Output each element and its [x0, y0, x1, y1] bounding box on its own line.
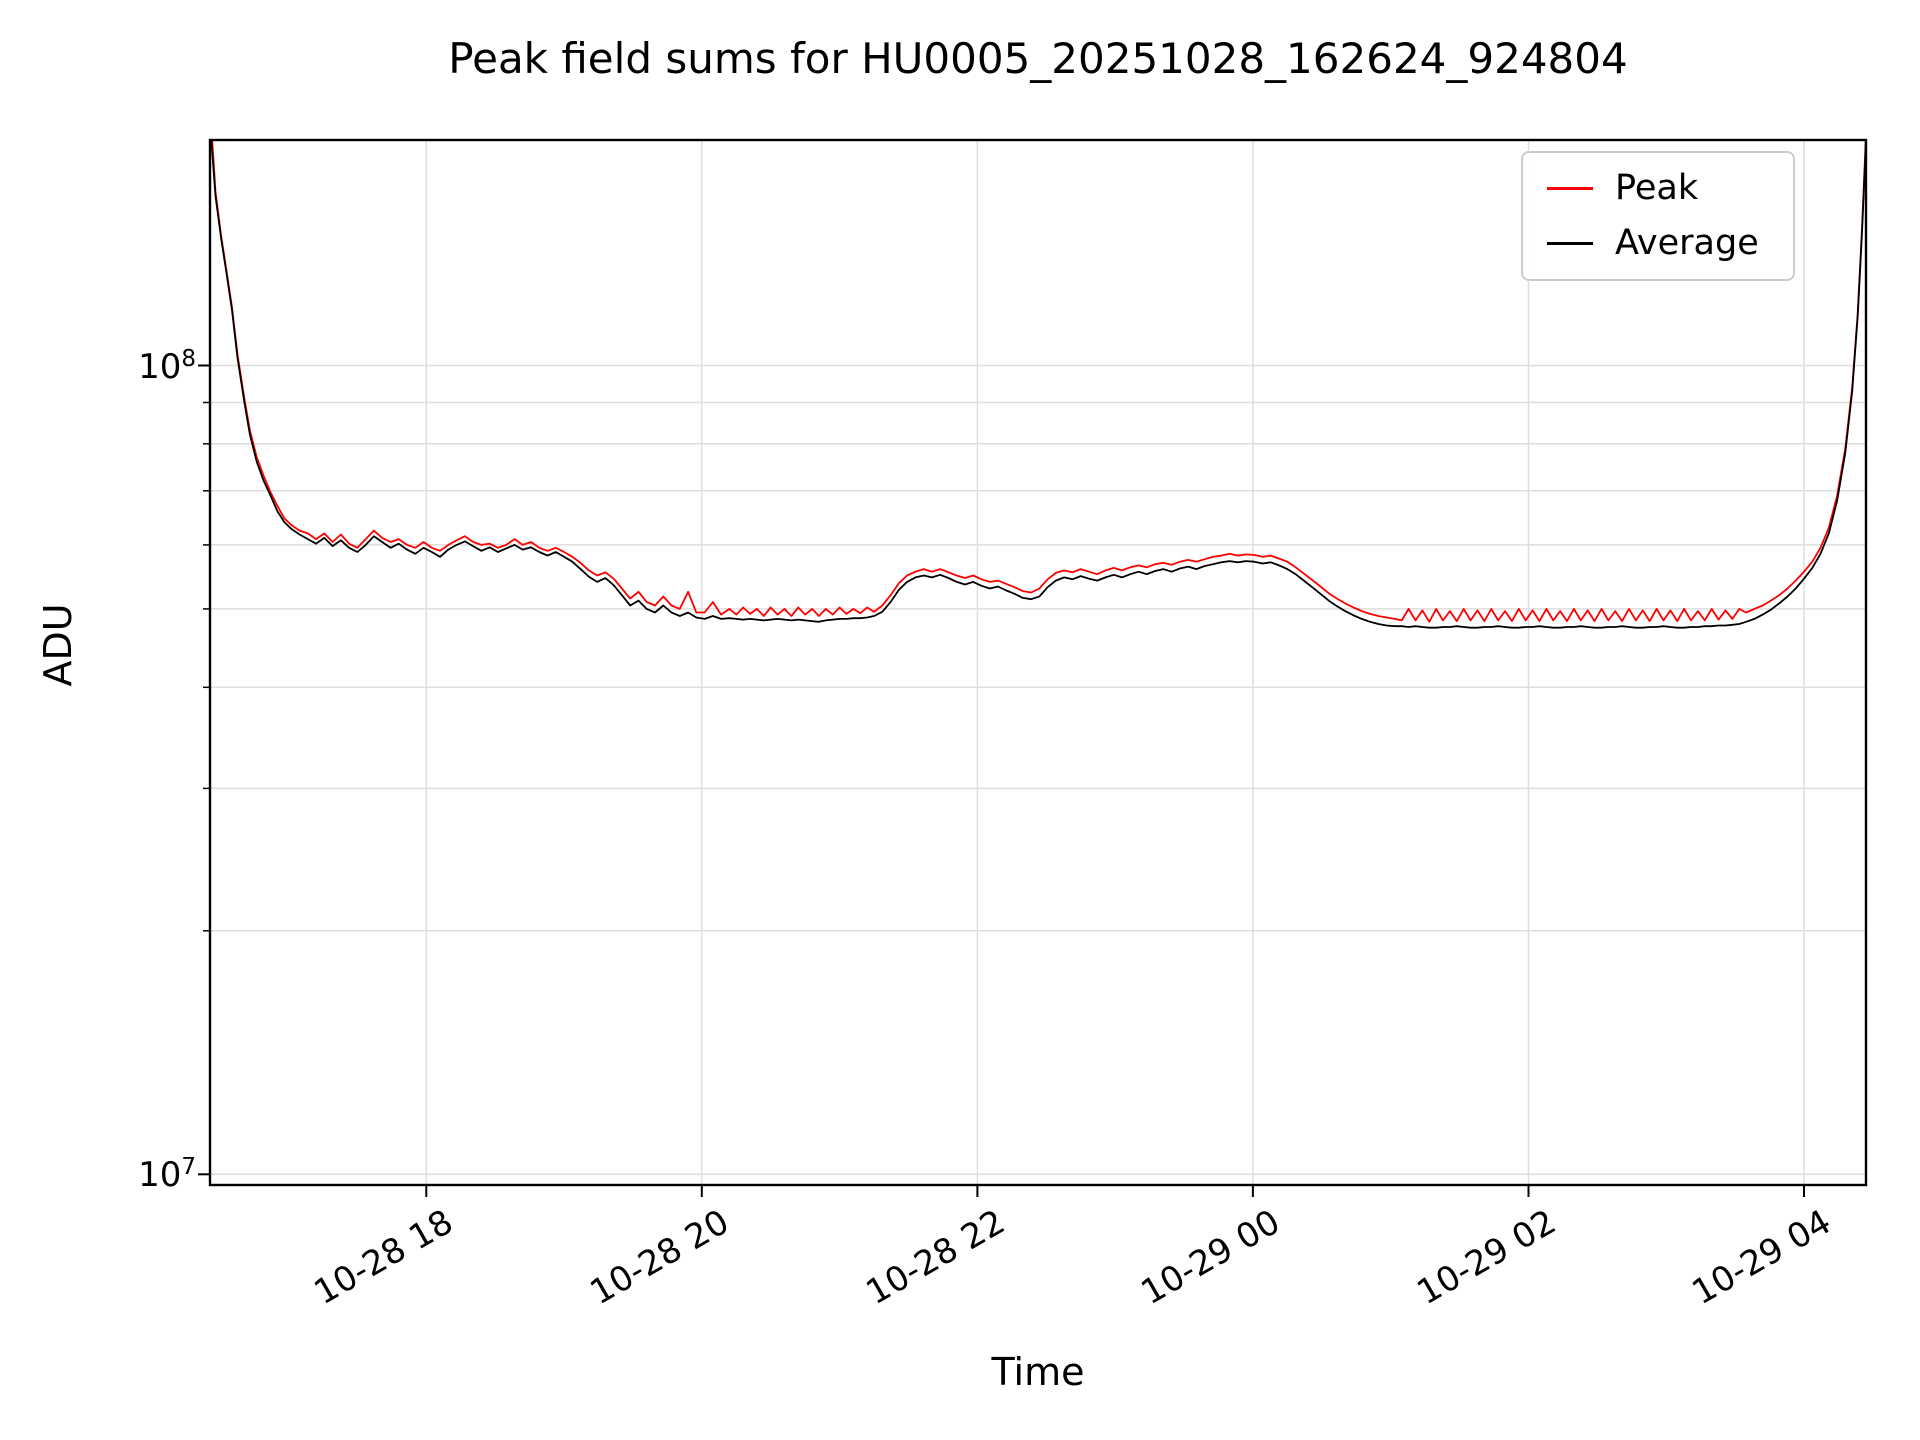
y-tick-label-1e8: 108: [138, 345, 196, 388]
chart-title: Peak field sums for HU0005_20251028_1626…: [448, 34, 1628, 83]
average-line-sample: [1547, 242, 1593, 245]
legend: Peak Average: [1521, 151, 1795, 281]
y-axis-label: ADU: [36, 603, 80, 687]
legend-label-average: Average: [1615, 223, 1759, 263]
x-axis-label: Time: [991, 1350, 1085, 1394]
peak-line-sample: [1547, 187, 1593, 190]
y-tick-exponent: 8: [181, 345, 196, 372]
legend-entry-peak: Peak: [1547, 171, 1759, 206]
legend-label-peak: Peak: [1615, 168, 1699, 208]
y-tick-base: 10: [138, 347, 182, 388]
y-tick-exponent: 7: [181, 1153, 196, 1180]
legend-entry-average: Average: [1547, 226, 1759, 261]
y-tick-label-1e7: 107: [138, 1153, 196, 1196]
y-tick-base: 10: [138, 1155, 182, 1196]
